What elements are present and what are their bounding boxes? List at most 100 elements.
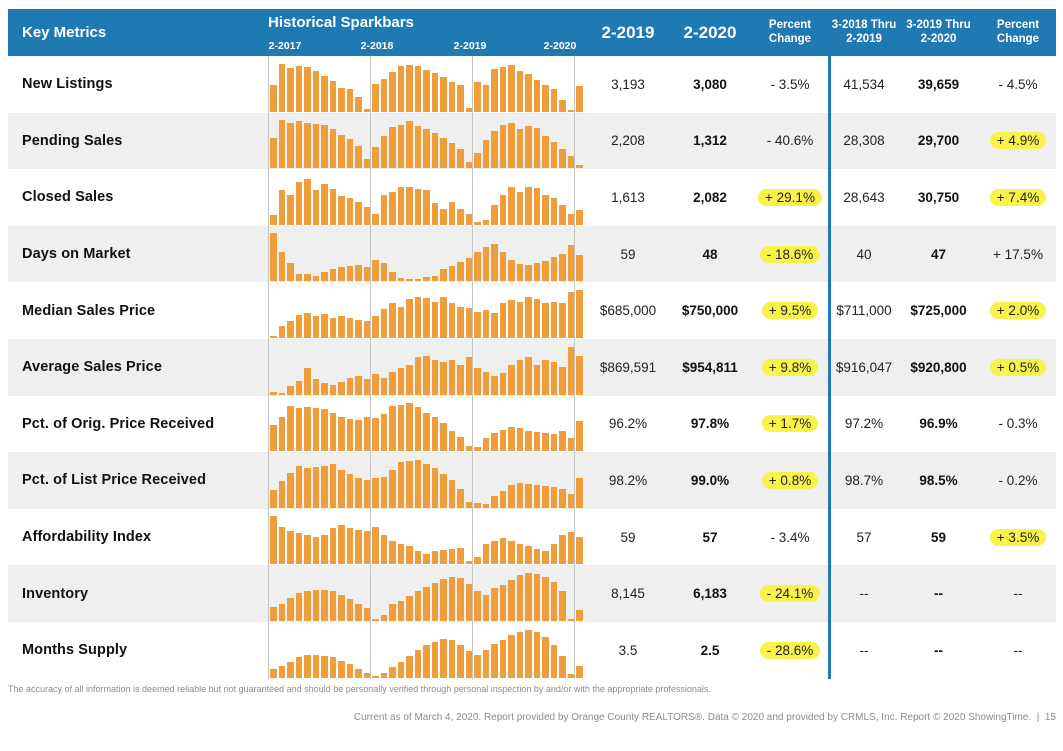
sparkbar-bar <box>329 528 336 565</box>
metric-row: Months Supply 3.5 2.5 - 28.6% -- -- -- <box>8 621 1056 679</box>
sparkbar-bar <box>270 392 277 395</box>
sparkbar-bar <box>278 251 285 282</box>
sparkbar-bar <box>567 619 574 621</box>
prior-month-value: 59 <box>620 246 636 262</box>
sparkbar-bar <box>389 303 396 338</box>
sparkbar-bar <box>525 265 532 282</box>
sparkbar-gridline <box>370 452 371 509</box>
sparkbar-bar <box>397 662 404 678</box>
sparkbar-gridline <box>574 169 575 226</box>
sparkbar-bar <box>338 416 345 452</box>
sparkbar-bar <box>414 550 421 565</box>
sparkbar-bar <box>295 593 302 621</box>
percent-change-ytd-cell: -- <box>980 565 1056 622</box>
sparkbar-bar <box>423 553 430 565</box>
sparkbar-gridline <box>268 112 269 170</box>
sparkbar-bar <box>304 534 311 565</box>
table-body: New Listings 3,193 3,080 - 3.5% 41,534 39,659… <box>8 56 1056 679</box>
sparkbar-gridline <box>472 508 473 566</box>
sparkbar-bar <box>550 433 557 452</box>
percent-change-value: + 2.0% <box>989 302 1047 320</box>
sparkbar-bar <box>533 631 540 678</box>
metric-row: Inventory 8,145 6,183 - 24.1% -- -- -- <box>8 565 1056 622</box>
sparkbar-gridline <box>268 621 269 679</box>
report-credit: Current as of March 4, 2020. Report prov… <box>354 712 1056 723</box>
percent-change-value: - 3.5% <box>770 76 810 92</box>
sparkbar-gridline <box>472 565 473 622</box>
metric-row: Average Sales Price $869,591 $954,811 + 9.8… <box>8 338 1056 396</box>
sparkbar-bar <box>448 479 455 508</box>
sparkbar-bar <box>278 120 285 169</box>
sparkbar-bar <box>516 70 523 112</box>
sparkbar-bar <box>482 246 489 282</box>
sparkbar-bar <box>380 263 387 282</box>
percent-change-value: + 29.1% <box>758 188 822 206</box>
sparkbar-bar <box>440 474 447 508</box>
sparkbar-bar <box>559 149 566 169</box>
sparkbar-gridline <box>370 395 371 453</box>
sparkbar-bar <box>278 481 285 508</box>
sparkbar-gridline <box>472 621 473 679</box>
sparkbar-bar <box>397 404 404 452</box>
sparkbar-bar <box>533 484 540 508</box>
sparkbar-bar <box>474 591 481 621</box>
sparkbar-gridline <box>472 169 473 226</box>
sparkbar-bar <box>295 65 302 112</box>
percent-change-month-cell: + 9.8% <box>752 339 828 396</box>
sparkbar-bar <box>278 604 285 621</box>
sparkbar-bar <box>414 459 421 508</box>
percent-change-ytd-cell: + 7.4% <box>980 169 1056 226</box>
sparkbar-bar <box>474 654 481 678</box>
sparkbar-bar <box>431 550 438 565</box>
prior-month-value: $869,591 <box>599 359 657 375</box>
sparkbar-bar <box>423 277 430 282</box>
sparkbar-bar <box>329 412 336 452</box>
prior-ytd-value: 40 <box>856 246 872 262</box>
sparkbar-bar <box>482 437 489 452</box>
sparkbar-bar <box>414 297 421 338</box>
sparkbar-bar <box>414 591 421 621</box>
sparkbar-bar <box>431 468 438 508</box>
prior-ytd-value: -- <box>859 642 869 658</box>
sparkbar-bar <box>406 364 413 395</box>
sparkbar-bar <box>508 427 515 452</box>
sparkbars-header: Historical Sparkbars 2-2017 2-2018 2-201… <box>255 9 588 56</box>
sparkbar-bar <box>380 377 387 395</box>
sparkbar-bar <box>397 544 404 565</box>
current-ytd-value: $725,000 <box>910 303 967 319</box>
sparkbar-bar <box>363 607 370 621</box>
sparkbar-bar <box>423 412 430 452</box>
sparkbar-bar <box>440 549 447 565</box>
sparkbar-bar <box>312 466 319 508</box>
sparkbar-bar <box>287 321 294 338</box>
sparkbar-chart <box>255 452 588 509</box>
column-header-prior-month: 2-2019 <box>601 22 655 42</box>
sparkbar-bar <box>389 127 396 169</box>
sparkbar-bar <box>550 486 557 508</box>
sparkbar-bar <box>491 495 498 508</box>
sparkbar-bar <box>499 429 506 452</box>
sparkbar-bar <box>355 376 362 395</box>
sparkbar-gridline <box>574 225 575 283</box>
sparkbar-bar <box>389 271 396 282</box>
sparkbar-bar <box>295 314 302 338</box>
sparkbar-gridline <box>472 282 473 339</box>
sparkbar-bar <box>491 376 498 395</box>
current-ytd-value: 29,700 <box>917 133 960 149</box>
sparkbar-bar <box>508 484 515 508</box>
metric-label: Pending Sales <box>22 132 123 149</box>
sparkbar-bar <box>414 66 421 112</box>
sparkbar-bar <box>312 379 319 395</box>
sparkbar-bar <box>329 657 336 678</box>
sparkbar-bar <box>431 73 438 112</box>
sparkbar-bar <box>397 66 404 112</box>
sparkbar-bar <box>448 143 455 169</box>
sparkbar-bar <box>542 550 549 565</box>
sparkbar-bar <box>448 548 455 565</box>
sparkbar-bar <box>380 477 387 508</box>
sparkbar-bar <box>346 599 353 621</box>
sparkbar-bar <box>312 589 319 621</box>
sparkbar-bar <box>355 265 362 282</box>
sparkbar-bar <box>465 357 472 395</box>
sparkbar-bar <box>567 494 574 508</box>
